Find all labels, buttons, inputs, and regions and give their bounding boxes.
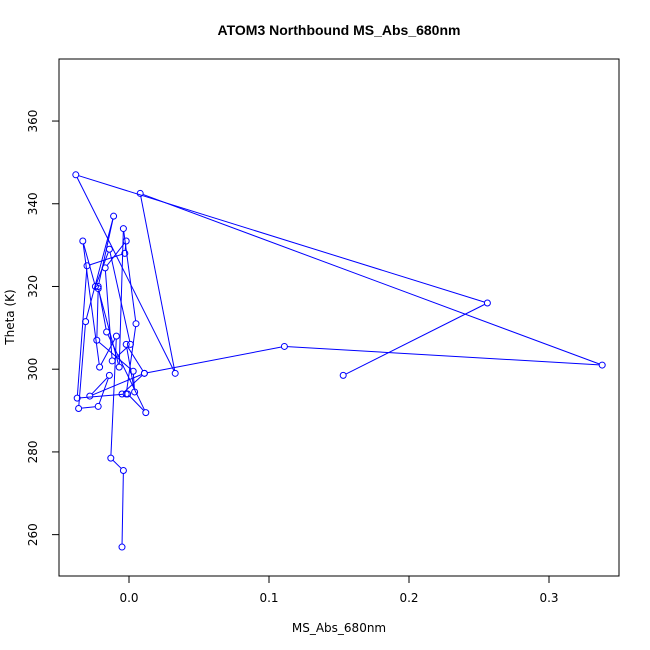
data-point — [339, 371, 347, 379]
y-tick-label: 260 — [26, 523, 40, 546]
series-segment — [98, 289, 107, 330]
series-segment — [123, 375, 143, 393]
y-tick-label: 360 — [26, 110, 40, 133]
x-tick-label: 0.3 — [539, 591, 558, 605]
data-point — [119, 467, 127, 475]
data-point — [105, 371, 113, 379]
data-point — [598, 361, 606, 369]
data-point — [96, 363, 104, 371]
data-point — [93, 336, 101, 344]
x-tick-label: 0.1 — [259, 591, 278, 605]
data-point — [73, 394, 81, 402]
series-segment — [126, 347, 135, 390]
series-segment — [92, 374, 142, 396]
data-point — [94, 285, 102, 293]
data-point — [105, 245, 113, 253]
series-segment — [132, 374, 135, 389]
data-point — [115, 363, 123, 371]
y-tick-label: 280 — [26, 440, 40, 463]
series-segment — [76, 177, 175, 371]
data-point — [171, 369, 179, 377]
data-point — [483, 299, 491, 307]
series-segment — [98, 291, 119, 365]
series-segment — [81, 406, 96, 409]
chart-title: ATOM3 Northbound MS_Abs_680nm — [218, 22, 461, 38]
data-point — [119, 225, 127, 233]
data-point — [140, 369, 148, 377]
data-point — [122, 237, 130, 245]
data-point — [118, 543, 126, 551]
series-segment — [98, 378, 109, 404]
series-segment — [85, 218, 114, 319]
series-points-group — [72, 171, 606, 551]
plot-frame — [58, 58, 620, 577]
series-segment — [121, 473, 124, 545]
data-point — [79, 237, 87, 245]
y-axis: 260 280 300 320 340 360 — [26, 110, 60, 546]
data-point — [110, 212, 118, 220]
series-segment — [76, 268, 88, 396]
data-point — [101, 264, 109, 272]
series-segment — [78, 324, 86, 406]
data-point — [72, 171, 80, 179]
series-segment — [109, 252, 131, 342]
series-segment — [345, 303, 485, 375]
data-point — [131, 388, 139, 396]
data-point — [112, 332, 120, 340]
series-segment — [142, 193, 600, 365]
data-point — [94, 282, 102, 290]
data-point — [118, 390, 126, 398]
series-segment — [96, 291, 99, 338]
series-line-group — [76, 175, 600, 545]
y-axis-label: Theta (K) — [3, 289, 17, 345]
series-segment — [118, 231, 124, 365]
data-point — [94, 402, 102, 410]
data-point — [108, 357, 116, 365]
series-segment — [140, 196, 176, 371]
series-segment — [129, 395, 145, 411]
data-point — [121, 249, 129, 257]
data-point — [103, 328, 111, 336]
data-point — [75, 404, 83, 412]
series-segment — [104, 270, 113, 358]
data-point — [82, 318, 90, 326]
series-segment — [91, 377, 108, 395]
series-segment — [98, 341, 132, 370]
x-tick-label: 0.2 — [399, 591, 418, 605]
series-segment — [78, 175, 485, 303]
data-point — [280, 342, 288, 350]
data-point — [122, 340, 130, 348]
y-tick-label: 340 — [26, 192, 40, 215]
series-segment — [89, 253, 123, 266]
series-segment — [107, 334, 145, 411]
data-point — [86, 392, 94, 400]
x-axis: 0.0 0.1 0.2 0.3 — [119, 575, 559, 605]
series-segment — [82, 243, 100, 365]
y-tick-label: 320 — [26, 275, 40, 298]
data-point — [126, 340, 134, 348]
x-tick-label: 0.0 — [119, 591, 138, 605]
x-axis-label: MS_Abs_680nm — [292, 621, 386, 635]
series-segment — [112, 459, 122, 469]
data-point — [107, 454, 115, 462]
series-segment — [147, 346, 282, 374]
data-point — [142, 409, 150, 417]
series-segment — [127, 346, 144, 372]
data-point — [83, 262, 91, 270]
data-point — [132, 320, 140, 328]
data-point — [129, 367, 137, 375]
data-point — [136, 189, 144, 197]
series-segment — [287, 346, 600, 366]
y-tick-label: 300 — [26, 358, 40, 381]
series-segment — [98, 218, 114, 284]
series-segment — [123, 231, 137, 321]
